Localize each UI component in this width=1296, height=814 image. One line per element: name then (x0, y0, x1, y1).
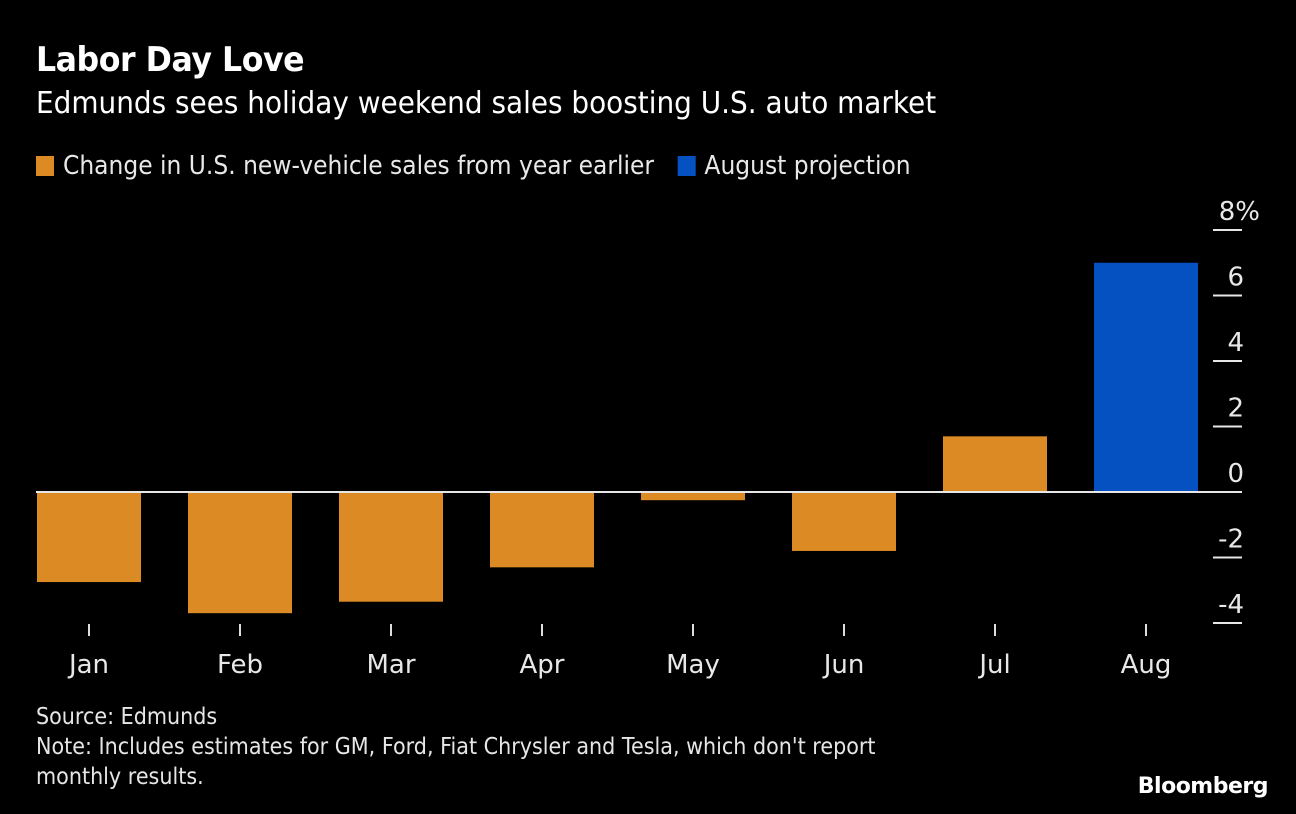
x-tick-label-jun: Jun (822, 650, 865, 680)
legend-swatch-orange (36, 156, 54, 176)
footnote-line-2: monthly results. (36, 764, 204, 790)
source-note: Source: Edmunds (36, 704, 218, 730)
bar-jan (37, 492, 141, 583)
y-tick-label-4: 0 (1227, 459, 1244, 489)
bloomberg-logo: Bloomberg (1137, 774, 1269, 799)
bar-aug (1094, 262, 1198, 492)
x-tick-label-mar: Mar (366, 650, 415, 680)
y-tick-label-2: 4 (1227, 328, 1244, 358)
bar-mar (339, 492, 443, 602)
x-tick-label-aug: Aug (1121, 650, 1172, 680)
x-tick-label-apr: Apr (520, 650, 565, 680)
y-tick-label-1: 6 (1227, 263, 1244, 293)
x-tick-label-may: May (666, 650, 720, 680)
y-tick-label-3: 2 (1227, 394, 1244, 424)
y-tick-label-0: 8% (1219, 197, 1260, 227)
y-tick-label-5: -2 (1218, 525, 1244, 555)
footnote-line-1: Note: Includes estimates for GM, Ford, F… (36, 734, 876, 760)
bar-jul (943, 436, 1047, 492)
chart-subtitle: Edmunds sees holiday weekend sales boost… (36, 86, 937, 121)
bar-may (641, 492, 745, 501)
legend-label: August projection (704, 151, 911, 181)
legend-swatch-blue (677, 156, 696, 176)
x-tick-label-jul: Jul (977, 650, 1010, 680)
legend-item-august-projection: August projection (677, 151, 911, 181)
bar-jun (792, 492, 896, 551)
bar-apr (490, 492, 594, 568)
footer: Source: Edmunds Note: Includes estimates… (36, 702, 876, 792)
legend-label: Change in U.S. new-vehicle sales from ye… (63, 151, 655, 181)
x-tick-label-jan: Jan (67, 650, 109, 680)
x-tick-label-feb: Feb (217, 650, 263, 680)
legend: Change in U.S. new-vehicle sales from ye… (36, 151, 934, 181)
bar-feb (188, 492, 292, 614)
y-tick-label-6: -4 (1218, 590, 1244, 620)
legend-item-sales-change: Change in U.S. new-vehicle sales from ye… (36, 151, 654, 181)
chart-title: Labor Day Love (36, 40, 305, 80)
